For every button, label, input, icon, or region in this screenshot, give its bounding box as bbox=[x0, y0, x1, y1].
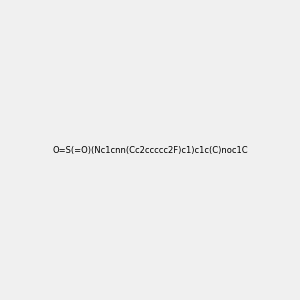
Text: O=S(=O)(Nc1cnn(Cc2ccccc2F)c1)c1c(C)noc1C: O=S(=O)(Nc1cnn(Cc2ccccc2F)c1)c1c(C)noc1C bbox=[52, 146, 248, 154]
